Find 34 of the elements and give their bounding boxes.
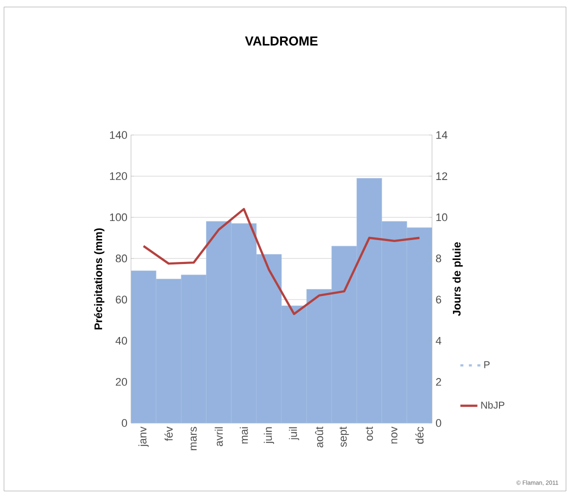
y2-tick-label: 6 xyxy=(436,296,442,304)
x-tick-label: juin xyxy=(264,427,274,444)
y2-axis-title: Jours de pluie xyxy=(452,242,463,316)
x-tick-label: janv xyxy=(138,426,149,447)
y-axis-title: Précipitations (mm) xyxy=(94,228,104,330)
y2-tick-label: 8 xyxy=(436,254,442,262)
x-tick-label: oct xyxy=(366,426,373,441)
line-series xyxy=(142,208,421,316)
y2-tick-label: 10 xyxy=(436,213,448,222)
x-tick-label: nov xyxy=(391,426,398,444)
x-tick-label: fév xyxy=(164,426,173,441)
y2-tick-label: 12 xyxy=(436,172,448,180)
y2-tick-label: 4 xyxy=(436,336,442,344)
y2-tick-label: 14 xyxy=(436,131,448,139)
x-tick-label: sept xyxy=(340,426,349,447)
x-tick-label: juil xyxy=(288,427,300,440)
legend-label: NbJP xyxy=(481,401,504,409)
x-tick-label: mars xyxy=(190,426,197,450)
x-tick-label: août xyxy=(315,426,324,448)
x-tick-label: mai xyxy=(240,427,248,444)
x-tick-label: déc xyxy=(415,426,424,444)
x-tick-label: avril xyxy=(214,427,223,446)
y-tick-label: 20 xyxy=(116,378,128,386)
chart-title: VALDROME xyxy=(245,36,318,46)
y2-tick-label: 2 xyxy=(436,378,442,386)
y-tick-label: 140 xyxy=(110,131,128,139)
y2-tick-label: 0 xyxy=(436,419,442,427)
y-tick-label: 120 xyxy=(110,172,128,180)
y-tick-label: 40 xyxy=(116,336,128,345)
y-tick-label: 0 xyxy=(122,419,128,427)
y-tick-label: 100 xyxy=(110,213,128,222)
y-tick-label: 80 xyxy=(116,254,128,262)
y-tick-label: 60 xyxy=(116,296,128,304)
legend-label: P xyxy=(484,361,490,368)
